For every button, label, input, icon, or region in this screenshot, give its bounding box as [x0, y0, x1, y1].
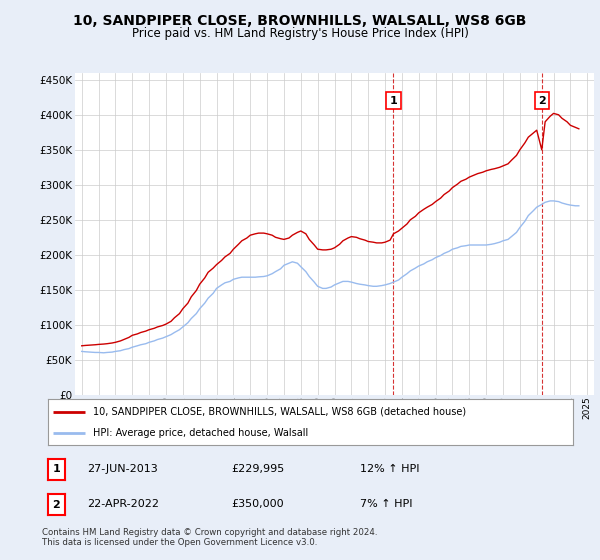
- Text: Contains HM Land Registry data © Crown copyright and database right 2024.
This d: Contains HM Land Registry data © Crown c…: [42, 528, 377, 547]
- Text: Price paid vs. HM Land Registry's House Price Index (HPI): Price paid vs. HM Land Registry's House …: [131, 27, 469, 40]
- Text: 12% ↑ HPI: 12% ↑ HPI: [360, 464, 419, 474]
- Text: HPI: Average price, detached house, Walsall: HPI: Average price, detached house, Wals…: [92, 428, 308, 438]
- Text: 10, SANDPIPER CLOSE, BROWNHILLS, WALSALL, WS8 6GB: 10, SANDPIPER CLOSE, BROWNHILLS, WALSALL…: [73, 14, 527, 28]
- Text: 2: 2: [538, 96, 545, 106]
- Text: 2: 2: [53, 500, 60, 510]
- Text: 7% ↑ HPI: 7% ↑ HPI: [360, 499, 413, 509]
- Text: 22-APR-2022: 22-APR-2022: [87, 499, 159, 509]
- Text: 1: 1: [389, 96, 397, 106]
- Text: 1: 1: [53, 464, 60, 474]
- Text: 27-JUN-2013: 27-JUN-2013: [87, 464, 158, 474]
- Text: 10, SANDPIPER CLOSE, BROWNHILLS, WALSALL, WS8 6GB (detached house): 10, SANDPIPER CLOSE, BROWNHILLS, WALSALL…: [92, 407, 466, 417]
- Text: £229,995: £229,995: [231, 464, 284, 474]
- Text: £350,000: £350,000: [231, 499, 284, 509]
